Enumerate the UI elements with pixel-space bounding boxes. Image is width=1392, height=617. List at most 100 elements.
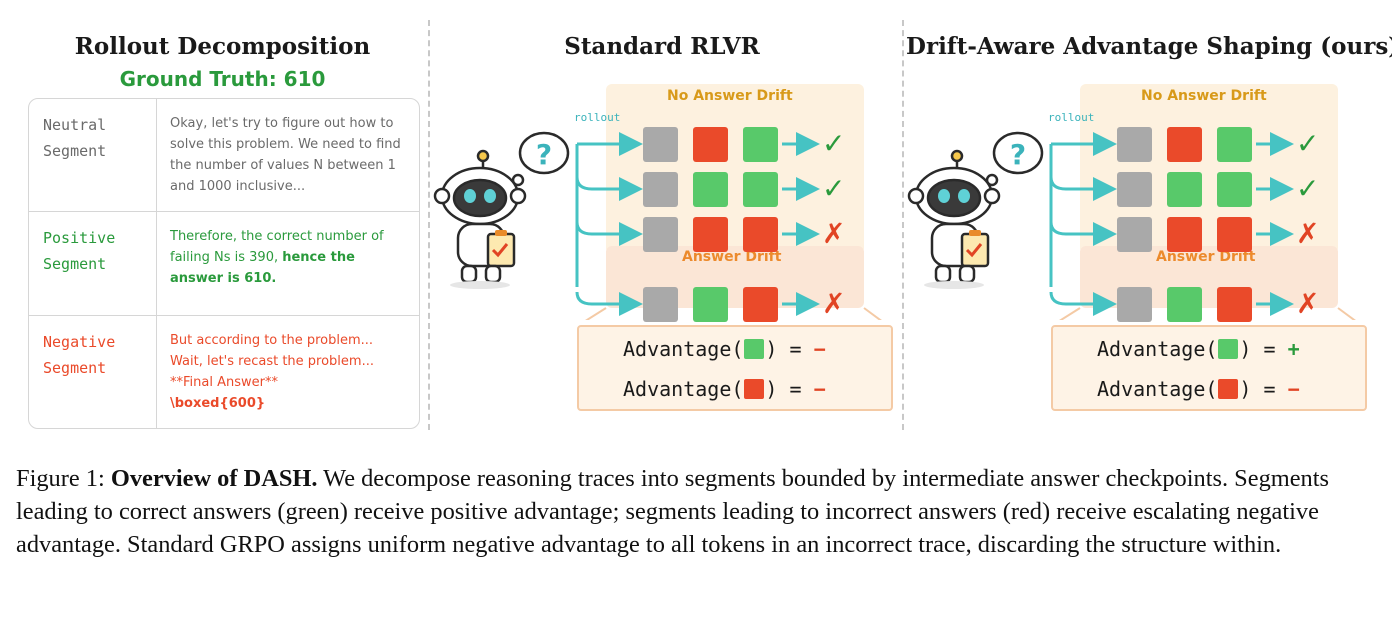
- caption-bold: Overview of DASH.: [110, 465, 318, 492]
- segment-row-neutral: Neutral Segment Okay, let's try to figur…: [29, 99, 419, 212]
- question-mark-icon: ?: [536, 138, 552, 171]
- segment-text-neutral: Okay, let's try to figure out how to sol…: [170, 116, 401, 194]
- red-square-icon: [1218, 379, 1239, 399]
- token-block-green: [1217, 127, 1252, 162]
- adv-suffix: ) =: [765, 337, 814, 361]
- token-block-gray: [1117, 172, 1152, 207]
- token-block-red: [1217, 217, 1252, 252]
- advantage-line-green: Advantage( ) = −: [623, 337, 935, 361]
- advantage-line-red: Advantage( ) = −: [1097, 377, 1392, 401]
- cross-icon: ✗: [1296, 217, 1320, 250]
- middle-panel-title: Standard RLVR: [564, 33, 760, 60]
- segment-text-positive-plain: Therefore, the correct number of failing…: [170, 229, 384, 265]
- rollout-arrow: [575, 176, 643, 201]
- adv-prefix: Advantage(: [623, 337, 744, 361]
- segment-table-divider: [156, 99, 157, 428]
- token-block-red: [1167, 127, 1202, 162]
- red-square-icon: [744, 379, 765, 399]
- drift-label: Answer Drift: [682, 249, 782, 265]
- rollout-arrow: [1049, 176, 1117, 201]
- token-block-red: [1167, 217, 1202, 252]
- adv-sign-green: −: [813, 337, 826, 361]
- caption-label: Figure 1:: [16, 465, 111, 492]
- caption-text: We decompose reasoning traces into segme…: [16, 465, 1330, 558]
- token-block-green: [1217, 172, 1252, 207]
- check-icon: ✓: [822, 172, 846, 205]
- robot-illustration: ?: [433, 131, 570, 289]
- token-block-green: [1167, 287, 1202, 322]
- bracket-left: [585, 307, 607, 320]
- token-block-gray: [1117, 127, 1152, 162]
- segment-text-negative: But according to the problem... Wait, le…: [170, 330, 410, 414]
- segment-text-positive: Therefore, the correct number of failing…: [170, 226, 410, 289]
- check-icon: ✓: [822, 127, 846, 160]
- divider-right: [902, 20, 904, 430]
- advantage-line-green: Advantage( ) = +: [1097, 337, 1392, 361]
- left-panel-title: Rollout Decomposition: [74, 33, 371, 60]
- segment-name-negative: Negative Segment: [43, 333, 116, 377]
- drift-label: Answer Drift: [1156, 249, 1256, 265]
- adv-sign-red: −: [813, 377, 826, 401]
- robot-icon: [907, 131, 1044, 289]
- panel-standard-rlvr: No Answer Drift Answer Drift rollout ? A…: [432, 20, 902, 430]
- rollout-arrow: [1049, 291, 1117, 316]
- advantage-box: Advantage( ) = − Advantage( ) = −: [577, 325, 893, 411]
- adv-sign-green: +: [1287, 337, 1300, 361]
- token-block-gray: [1117, 287, 1152, 322]
- adv-sign-red: −: [1287, 377, 1300, 401]
- token-block-red: [693, 127, 728, 162]
- token-block-green: [693, 172, 728, 207]
- rollout-arrows: [1049, 132, 1356, 320]
- negative-line: But according to the problem...: [170, 333, 374, 348]
- token-block-green: [693, 287, 728, 322]
- robot-illustration: ?: [907, 131, 1044, 289]
- adv-suffix: ) =: [765, 377, 814, 401]
- adv-prefix: Advantage(: [1097, 377, 1218, 401]
- rollout-arrows: [575, 132, 882, 320]
- token-block-red: [743, 287, 778, 322]
- rollout-label: rollout: [574, 111, 621, 124]
- advantage-line-red: Advantage( ) = −: [623, 377, 935, 401]
- adv-suffix: ) =: [1239, 337, 1288, 361]
- segment-text-positive-bold: hence the answer is 610.: [170, 250, 355, 286]
- no-drift-label: No Answer Drift: [1141, 88, 1267, 104]
- bracket-right: [1337, 307, 1356, 320]
- token-block-gray: [1117, 217, 1152, 252]
- no-drift-label: No Answer Drift: [667, 88, 793, 104]
- green-square-icon: [744, 339, 765, 359]
- check-icon: ✓: [1296, 172, 1320, 205]
- token-block-green: [743, 127, 778, 162]
- adv-prefix: Advantage(: [1097, 337, 1218, 361]
- token-block-gray: [643, 127, 678, 162]
- token-block-gray: [643, 217, 678, 252]
- negative-line: **Final Answer**: [170, 375, 278, 390]
- ground-truth-label: Ground Truth: 610: [119, 67, 326, 91]
- robot-icon: [433, 131, 570, 289]
- token-block-gray: [643, 287, 678, 322]
- bracket-right: [863, 307, 882, 320]
- segment-row-positive: Positive Segment Therefore, the correct …: [29, 211, 419, 316]
- token-block-gray: [643, 172, 678, 207]
- rollout-arrow: [575, 291, 643, 316]
- right-panel-title: Drift-Aware Advantage Shaping (ours): [906, 33, 1392, 60]
- segment-row-negative: Negative Segment But according to the pr…: [29, 315, 419, 428]
- divider-left: [428, 20, 430, 430]
- adv-prefix: Advantage(: [623, 377, 744, 401]
- adv-suffix: ) =: [1239, 377, 1288, 401]
- token-block-green: [743, 172, 778, 207]
- cross-icon: ✗: [1296, 287, 1320, 320]
- cross-icon: ✗: [822, 217, 846, 250]
- green-square-icon: [1218, 339, 1239, 359]
- negative-line-boxed: \boxed{600}: [170, 396, 266, 411]
- advantage-box: Advantage( ) = + Advantage( ) = −: [1051, 325, 1367, 411]
- token-block-red: [693, 217, 728, 252]
- token-block-green: [1167, 172, 1202, 207]
- figure-caption: Figure 1: Overview of DASH. We decompose…: [16, 462, 1378, 561]
- token-block-red: [743, 217, 778, 252]
- segment-name-neutral: Neutral Segment: [43, 116, 107, 160]
- check-icon: ✓: [1296, 127, 1320, 160]
- segment-name-positive: Positive Segment: [43, 229, 116, 273]
- rollout-arrow: [1049, 221, 1117, 246]
- rollout-label: rollout: [1048, 111, 1095, 124]
- panel-dash: No Answer Drift Answer Drift rollout ? A…: [906, 20, 1386, 430]
